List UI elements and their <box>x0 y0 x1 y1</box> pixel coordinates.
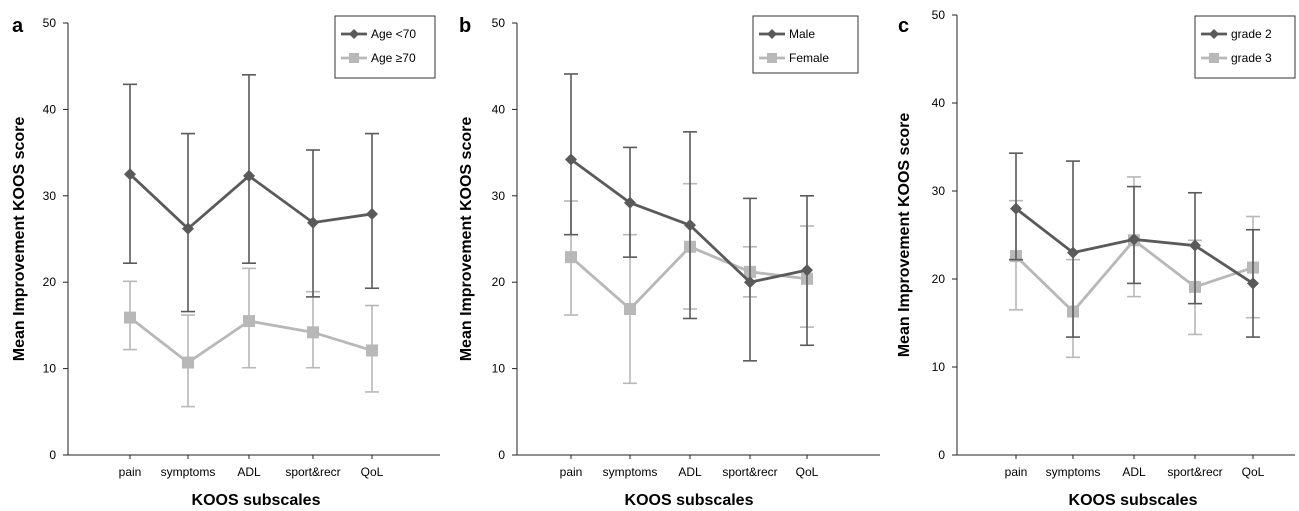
data-point-diamond <box>684 219 696 232</box>
data-point-diamond <box>1247 277 1259 290</box>
data-point-square <box>565 251 577 264</box>
legend-marker-square <box>1209 53 1219 63</box>
x-tick-label: ADL <box>678 465 702 479</box>
legend-label: Female <box>789 51 829 65</box>
data-point-diamond <box>243 169 255 182</box>
legend-label: Male <box>789 27 815 41</box>
legend-label: grade 3 <box>1231 51 1272 65</box>
series-dark <box>564 73 814 362</box>
y-tick-label: 50 <box>43 16 57 30</box>
y-tick-label: 30 <box>932 184 946 198</box>
data-point-diamond <box>1189 239 1201 252</box>
data-point-diamond <box>366 207 378 220</box>
chart-panel-c: c 0 10 20 30 40 50 pain symptoms ADL sport&recr QoL… <box>896 8 1296 509</box>
chart-panel-b: b 0 10 20 30 40 50 pain symptoms ADL sport&recr QoL… <box>458 15 880 509</box>
y-tick-label: 50 <box>932 8 946 22</box>
legend: Male Female <box>752 15 859 74</box>
legend-label: grade 2 <box>1231 27 1272 41</box>
data-point-square <box>366 344 378 357</box>
x-tick-label: QoL <box>361 465 384 479</box>
legend-box <box>334 15 436 79</box>
data-point-square <box>624 302 636 315</box>
x-tick-label: ADL <box>1122 465 1146 479</box>
data-point-diamond <box>624 196 636 209</box>
chart-panel-a: a 0 10 20 30 40 50 pain symptoms ADL sport&recr QoL… <box>11 15 440 509</box>
x-tick-label: pain <box>560 465 583 479</box>
data-point-square <box>182 356 194 369</box>
x-axis-title: KOOS subscales <box>625 492 754 509</box>
panel-label: c <box>898 15 909 37</box>
y-tick-label: 40 <box>932 96 946 110</box>
data-point-diamond <box>182 222 194 235</box>
legend-label: Age <70 <box>371 27 416 41</box>
legend-marker-diamond <box>1209 29 1219 39</box>
legend-box <box>752 15 859 74</box>
y-tick-label: 20 <box>932 272 946 286</box>
series-dark <box>123 74 379 313</box>
x-axis-title: KOOS subscales <box>192 492 321 509</box>
x-tick-label: sport&recr <box>722 465 777 479</box>
x-tick-label: sport&recr <box>285 465 340 479</box>
data-point-diamond <box>1128 233 1140 246</box>
y-tick-label: 30 <box>492 189 506 203</box>
x-axis-title: KOOS subscales <box>1069 492 1198 509</box>
legend-marker-diamond <box>349 29 359 39</box>
y-tick-label: 0 <box>498 448 505 462</box>
x-tick-label: sport&recr <box>1167 465 1222 479</box>
y-axis-title: Mean Improvement KOOS score <box>11 117 28 362</box>
x-tick-label: symptoms <box>161 465 216 479</box>
legend: Age <70 Age ≥70 <box>334 15 436 79</box>
data-point-square <box>307 326 319 339</box>
legend-marker-square <box>767 53 777 63</box>
series-light <box>123 267 379 408</box>
x-tick-label: QoL <box>796 465 819 479</box>
data-point-square <box>243 315 255 328</box>
y-axis-title: Mean Improvement KOOS score <box>896 113 913 358</box>
y-tick-label: 40 <box>492 102 506 116</box>
data-point-square <box>124 311 136 324</box>
legend: grade 2 grade 3 <box>1194 15 1296 79</box>
legend-label: Age ≥70 <box>371 51 416 65</box>
panel-label: a <box>12 15 24 37</box>
y-tick-label: 30 <box>43 189 57 203</box>
y-axis-title: Mean Improvement KOOS score <box>458 117 475 362</box>
data-point-diamond <box>744 276 756 289</box>
x-tick-label: symptoms <box>1046 465 1101 479</box>
y-tick-label: 40 <box>43 102 57 116</box>
x-tick-label: symptoms <box>603 465 658 479</box>
x-tick-label: pain <box>119 465 142 479</box>
series-line <box>129 173 373 231</box>
y-tick-label: 10 <box>932 360 946 374</box>
series-light <box>564 182 814 385</box>
legend-marker-diamond <box>767 29 777 39</box>
panel-label: b <box>459 15 471 37</box>
y-tick-label: 0 <box>49 448 56 462</box>
x-tick-label: ADL <box>237 465 261 479</box>
data-point-diamond <box>1067 246 1079 259</box>
y-tick-label: 0 <box>938 448 945 462</box>
legend-box <box>1194 15 1296 79</box>
y-tick-label: 20 <box>43 275 57 289</box>
data-point-diamond <box>307 216 319 229</box>
data-point-diamond <box>565 153 577 166</box>
x-tick-label: QoL <box>1242 465 1265 479</box>
y-tick-label: 50 <box>492 16 506 30</box>
y-tick-label: 10 <box>43 362 57 376</box>
y-tick-label: 20 <box>492 275 506 289</box>
data-point-diamond <box>801 264 813 277</box>
data-point-diamond <box>124 168 136 181</box>
y-tick-label: 10 <box>492 362 506 376</box>
x-tick-label: pain <box>1005 465 1028 479</box>
series-dark <box>1009 152 1260 338</box>
data-point-diamond <box>1010 202 1022 215</box>
legend-marker-square <box>349 53 359 63</box>
